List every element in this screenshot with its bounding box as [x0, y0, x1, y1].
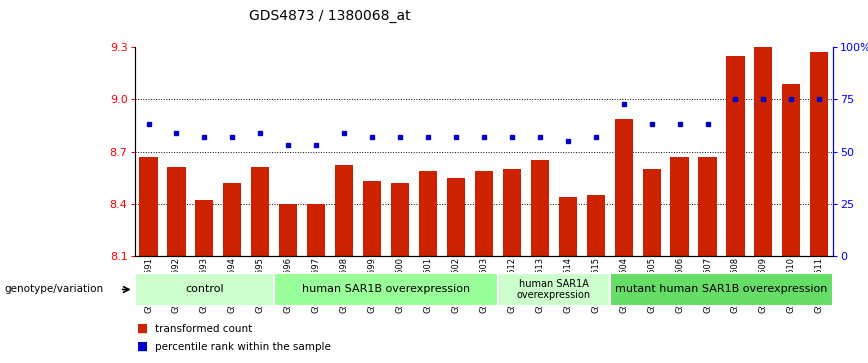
Text: genotype/variation: genotype/variation	[4, 285, 103, 294]
Bar	[727, 56, 745, 256]
Bar	[615, 118, 633, 256]
Bar	[642, 169, 661, 256]
Bar	[810, 52, 828, 256]
Text: ■: ■	[137, 340, 148, 353]
Bar	[307, 204, 326, 256]
Bar	[223, 183, 241, 256]
Text: control: control	[185, 285, 224, 294]
Bar	[475, 171, 493, 256]
Bar	[391, 183, 409, 256]
Text: percentile rank within the sample: percentile rank within the sample	[155, 342, 331, 352]
Text: human SAR1B overexpression: human SAR1B overexpression	[302, 285, 470, 294]
Bar	[251, 167, 269, 256]
Bar	[419, 171, 437, 256]
FancyBboxPatch shape	[498, 273, 609, 306]
Bar	[699, 157, 717, 256]
Text: GDS4873 / 1380068_at: GDS4873 / 1380068_at	[249, 9, 411, 23]
Bar	[140, 157, 158, 256]
Bar	[587, 195, 605, 256]
Bar	[279, 204, 298, 256]
Bar	[335, 166, 353, 256]
Text: human SAR1A
overexpression: human SAR1A overexpression	[516, 279, 591, 300]
Bar	[782, 84, 800, 256]
Bar	[503, 169, 521, 256]
Bar	[363, 181, 381, 256]
Bar	[559, 197, 577, 256]
Bar	[195, 200, 214, 256]
FancyBboxPatch shape	[609, 273, 833, 306]
Bar	[168, 167, 186, 256]
FancyBboxPatch shape	[274, 273, 498, 306]
Text: transformed count: transformed count	[155, 323, 252, 334]
Bar	[670, 157, 688, 256]
Bar	[754, 47, 773, 256]
Text: ■: ■	[137, 322, 148, 335]
Bar	[447, 178, 465, 256]
Text: mutant human SAR1B overexpression: mutant human SAR1B overexpression	[615, 285, 828, 294]
FancyBboxPatch shape	[135, 273, 274, 306]
Bar	[530, 160, 549, 256]
